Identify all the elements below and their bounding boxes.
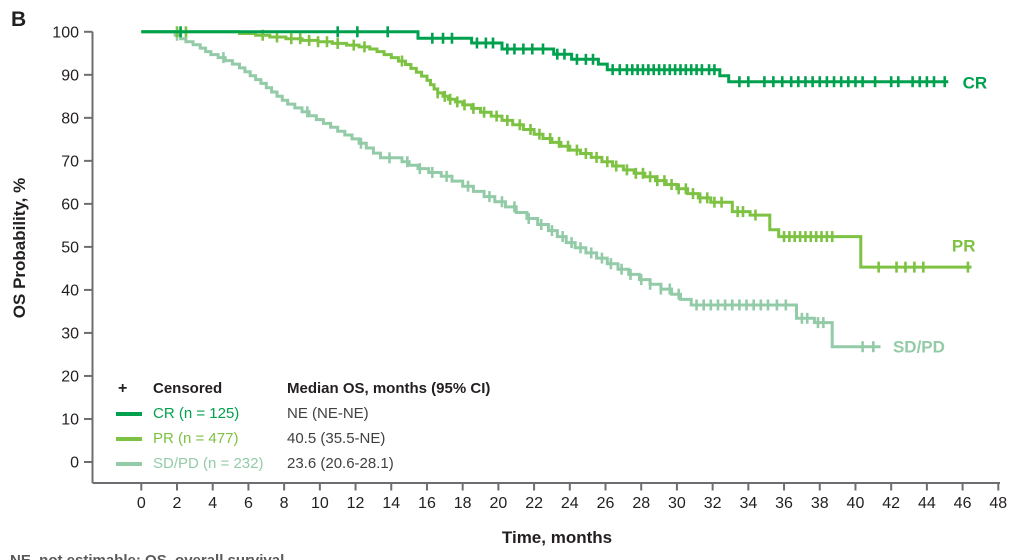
y-tick-label: 40: [61, 282, 79, 299]
y-tick-label: 100: [52, 24, 79, 41]
x-tick-label: 10: [311, 495, 329, 512]
legend-censored-label: Censored: [153, 380, 223, 397]
legend-value-sdpd: 23.6 (20.6-28.1): [287, 455, 394, 472]
x-tick-label: 34: [739, 495, 757, 512]
x-tick-label: 40: [847, 495, 865, 512]
x-tick-label: 22: [525, 495, 543, 512]
legend-value-pr: 40.5 (35.5-NE): [287, 430, 386, 447]
legend-label-sdpd: SD/PD (n = 232): [153, 455, 264, 472]
x-tick-label: 20: [489, 495, 507, 512]
x-tick-label: 48: [989, 495, 1007, 512]
cr-swatch: [116, 405, 153, 422]
x-axis-title: Time, months: [501, 528, 613, 547]
censored-plus-symbol: +: [118, 379, 128, 397]
y-tick-label: 30: [61, 325, 79, 342]
x-tick-label: 46: [954, 495, 972, 512]
x-tick-label: 18: [454, 495, 472, 512]
x-tick-label: 12: [347, 495, 365, 512]
x-tick-label: 28: [632, 495, 650, 512]
y-tick-label: 70: [61, 153, 79, 170]
sdpd-swatch: [116, 455, 153, 472]
legend-label-cr: CR (n = 125): [153, 405, 240, 422]
x-tick-label: 32: [704, 495, 722, 512]
x-tick-label: 8: [280, 495, 289, 512]
x-tick-label: 2: [173, 495, 182, 512]
y-tick-label: 20: [61, 368, 79, 385]
x-tick-label: 38: [811, 495, 829, 512]
x-tick-label: 16: [418, 495, 436, 512]
x-tick-label: 4: [208, 495, 217, 512]
curve-label-sdpd: SD/PD: [893, 338, 945, 357]
x-tick-label: 36: [775, 495, 793, 512]
sdpd-curve: [141, 30, 881, 349]
y-tick-label: 0: [70, 455, 79, 472]
curve-label-cr: CR: [963, 74, 988, 93]
y-tick-label: 60: [61, 196, 79, 213]
x-tick-label: 26: [597, 495, 615, 512]
legend-label-pr: PR (n = 477): [153, 430, 239, 447]
panel-label: B: [11, 8, 27, 31]
legend: + Censored Median OS, months (95% CI) CR…: [116, 376, 490, 476]
x-tick-label: 6: [244, 495, 253, 512]
x-tick-label: 44: [918, 495, 936, 512]
x-tick-label: 0: [137, 495, 146, 512]
y-tick-label: 10: [61, 411, 79, 428]
x-tick-label: 24: [561, 495, 579, 512]
y-tick-label: 80: [61, 110, 79, 127]
x-tick-label: 42: [882, 495, 900, 512]
pr-swatch: [116, 430, 153, 447]
legend-value-cr: NE (NE-NE): [287, 405, 369, 422]
legend-median-header: Median OS, months (95% CI): [287, 380, 491, 397]
y-tick-label: 90: [61, 67, 79, 84]
x-tick-label: 14: [382, 495, 400, 512]
curve-label-pr: PR: [952, 237, 976, 256]
y-axis-title: OS Probability, %: [10, 177, 29, 319]
cr-curve: [141, 30, 949, 84]
x-tick-label: 30: [668, 495, 686, 512]
y-tick-label: 50: [61, 239, 79, 256]
clipped-footnote: NE, not estimable; OS, overall survival.: [10, 552, 288, 560]
